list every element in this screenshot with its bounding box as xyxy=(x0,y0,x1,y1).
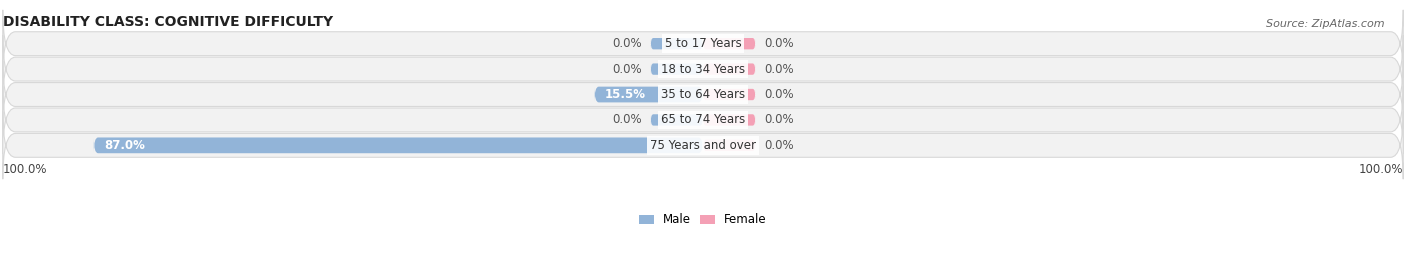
Text: 75 Years and over: 75 Years and over xyxy=(650,139,756,152)
FancyBboxPatch shape xyxy=(703,63,755,75)
Text: 15.5%: 15.5% xyxy=(605,88,645,101)
Text: 0.0%: 0.0% xyxy=(763,37,793,50)
Text: 0.0%: 0.0% xyxy=(763,114,793,126)
Text: 0.0%: 0.0% xyxy=(613,37,643,50)
Text: 0.0%: 0.0% xyxy=(763,88,793,101)
Text: 0.0%: 0.0% xyxy=(763,63,793,76)
Text: 100.0%: 100.0% xyxy=(3,163,48,176)
FancyBboxPatch shape xyxy=(651,114,703,126)
Legend: Male, Female: Male, Female xyxy=(634,209,772,231)
Text: Source: ZipAtlas.com: Source: ZipAtlas.com xyxy=(1267,19,1385,29)
Text: 0.0%: 0.0% xyxy=(613,63,643,76)
FancyBboxPatch shape xyxy=(3,35,1403,103)
FancyBboxPatch shape xyxy=(3,112,1403,179)
Text: 35 to 64 Years: 35 to 64 Years xyxy=(661,88,745,101)
FancyBboxPatch shape xyxy=(703,38,755,49)
FancyBboxPatch shape xyxy=(703,114,755,126)
Text: DISABILITY CLASS: COGNITIVE DIFFICULTY: DISABILITY CLASS: COGNITIVE DIFFICULTY xyxy=(3,15,333,29)
FancyBboxPatch shape xyxy=(651,63,703,75)
FancyBboxPatch shape xyxy=(703,140,755,151)
FancyBboxPatch shape xyxy=(94,137,703,153)
Text: 5 to 17 Years: 5 to 17 Years xyxy=(665,37,741,50)
FancyBboxPatch shape xyxy=(595,87,703,102)
Text: 0.0%: 0.0% xyxy=(613,114,643,126)
Text: 0.0%: 0.0% xyxy=(763,139,793,152)
Text: 65 to 74 Years: 65 to 74 Years xyxy=(661,114,745,126)
Text: 100.0%: 100.0% xyxy=(1358,163,1403,176)
Text: 87.0%: 87.0% xyxy=(104,139,145,152)
FancyBboxPatch shape xyxy=(3,86,1403,154)
Text: 18 to 34 Years: 18 to 34 Years xyxy=(661,63,745,76)
FancyBboxPatch shape xyxy=(3,61,1403,128)
FancyBboxPatch shape xyxy=(651,38,703,49)
FancyBboxPatch shape xyxy=(3,10,1403,77)
FancyBboxPatch shape xyxy=(703,89,755,100)
